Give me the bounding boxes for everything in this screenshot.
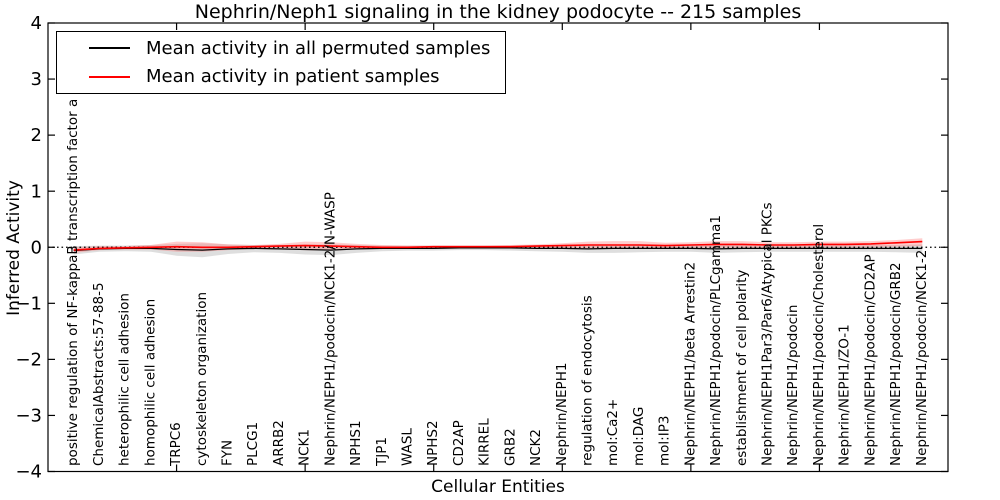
- legend-item-permuted: Mean activity in all permuted samples: [57, 38, 505, 59]
- legend-label-permuted: Mean activity in all permuted samples: [146, 37, 491, 59]
- x-tick-label: TJP1: [374, 437, 390, 467]
- x-tick-label: regulation of endocytosis: [580, 295, 596, 466]
- x-tick-label: mol:Ca2+: [605, 399, 621, 466]
- y-tick-label: 0: [31, 237, 42, 258]
- y-axis-label: Inferred Activity: [4, 180, 24, 316]
- legend: Mean activity in all permuted samples Me…: [56, 31, 506, 94]
- x-tick-label: NPHS1: [348, 420, 364, 466]
- x-tick-label: CD2AP: [451, 420, 467, 466]
- x-tick-label: Nephrin/NEPH1/beta Arrestin2: [682, 262, 698, 466]
- x-tick-label: positive regulation of NF-kappaB transcr…: [65, 99, 81, 466]
- y-tick-label: 3: [31, 69, 42, 90]
- series-line-permuted: [73, 247, 923, 252]
- x-tick-label: GRB2: [502, 428, 518, 466]
- x-tick-label: heterophilic cell adhesion: [117, 293, 133, 466]
- y-tick-label: −1: [15, 293, 42, 314]
- x-tick-label: ARRB2: [271, 420, 287, 466]
- x-tick-label: mol:DAG: [631, 407, 647, 466]
- x-tick-label: Nephrin/NEPH1/podocin/GRB2: [888, 262, 904, 466]
- x-tick-label: Nephrin/NEPH1: [554, 363, 570, 466]
- x-tick-label: Nephrin/NEPH1/podocin: [785, 305, 801, 466]
- x-tick-label: TRPC6: [168, 422, 184, 467]
- x-tick-label: mol:IP3: [657, 416, 673, 466]
- legend-label-patient: Mean activity in patient samples: [146, 66, 440, 88]
- x-tick-label: WASL: [400, 428, 416, 466]
- x-tick-label: Nephrin/NEPH1/podocin/CD2AP: [862, 254, 878, 466]
- x-tick-label: Nephrin/NEPH1Par3/Par6/Atypical PKCs: [760, 203, 776, 467]
- x-tick-label: NPHS2: [425, 420, 441, 466]
- x-tick-label: Nephrin/NEPH1/ZO-1: [837, 324, 853, 466]
- x-tick-label: Nephrin/NEPH1/podocin/Cholesterol: [811, 224, 827, 466]
- x-tick-label: NCK2: [528, 429, 544, 466]
- y-tick-label: −4: [15, 462, 42, 483]
- y-tick-label: −3: [15, 406, 42, 427]
- x-tick-label: Nephrin/NEPH1/podocin/NCK1-2/N-WASP: [322, 192, 338, 466]
- y-tick-label: 2: [31, 125, 42, 146]
- x-tick-label: establishment of cell polarity: [734, 270, 750, 466]
- x-tick-label: cytoskeleton organization: [194, 292, 210, 466]
- x-tick-label: NCK1: [297, 429, 313, 466]
- series-line-patient: [73, 240, 923, 251]
- x-axis-label: Cellular Entities: [431, 477, 565, 497]
- x-tick-label: FYN: [220, 440, 236, 466]
- x-tick-label: PLCG1: [245, 422, 261, 466]
- y-tick-label: −2: [15, 349, 42, 370]
- x-tick-label: ChemicalAbstracts:57-88-5: [91, 282, 107, 466]
- chart-title: Nephrin/Neph1 signaling in the kidney po…: [194, 1, 802, 23]
- legend-line-black-icon: [89, 47, 130, 50]
- x-tick-label: Nephrin/NEPH1/podocin/PLCgamma1: [708, 215, 724, 466]
- legend-item-patient: Mean activity in patient samples: [57, 66, 505, 87]
- y-tick-label: 1: [31, 181, 42, 202]
- y-tick-label: 4: [31, 13, 42, 34]
- x-tick-label: KIRREL: [477, 418, 493, 466]
- x-tick-label: homophilic cell adhesion: [142, 299, 158, 466]
- x-tick-label: Nephrin/NEPH1/podocin/NCK1-2: [914, 250, 930, 466]
- legend-line-red-icon: [89, 75, 130, 78]
